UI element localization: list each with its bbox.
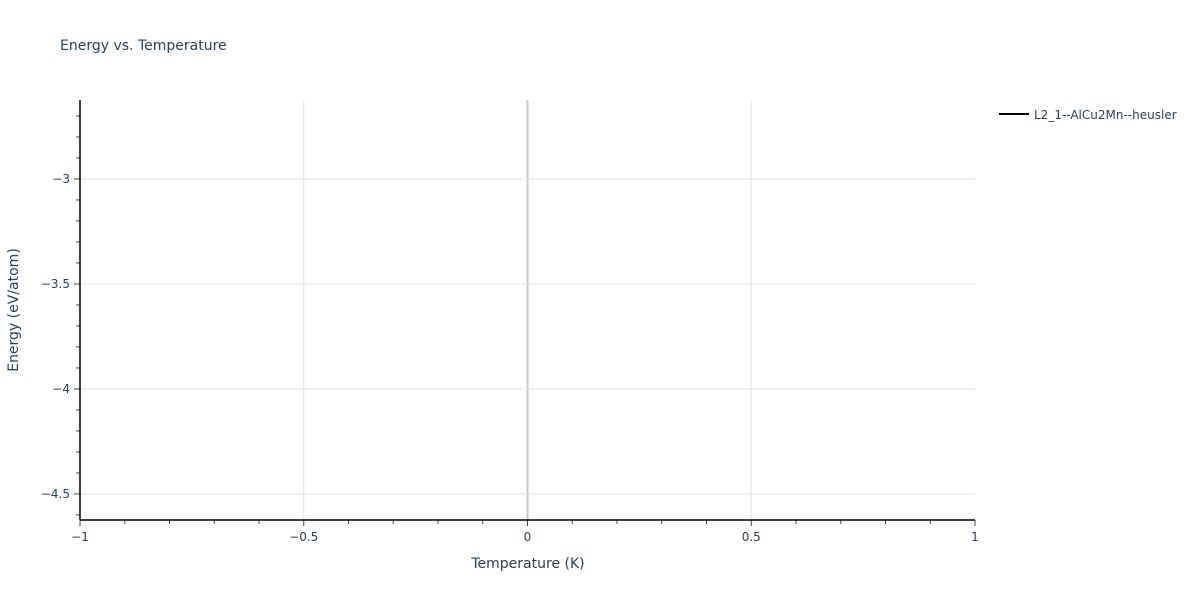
legend-item-label[interactable]: L2_1--AlCu2Mn--heusler <box>1034 108 1177 122</box>
legend[interactable]: L2_1--AlCu2Mn--heusler <box>999 108 1177 122</box>
x-tick-label: 1 <box>971 530 979 544</box>
x-tick-label: −1 <box>71 530 89 544</box>
x-tick-label: −0.5 <box>289 530 318 544</box>
x-tick-label: 0 <box>524 530 532 544</box>
chart-title: Energy vs. Temperature <box>60 38 227 54</box>
x-tick-label: 0.5 <box>742 530 761 544</box>
y-axis-label: Energy (eV/atom) <box>6 248 22 372</box>
y-tick-label: −3 <box>52 172 70 186</box>
y-tick-label: −4 <box>52 382 70 396</box>
x-axis-label: Temperature (K) <box>470 556 584 572</box>
y-tick-label: −3.5 <box>41 277 70 291</box>
y-tick-label: −4.5 <box>41 487 70 501</box>
